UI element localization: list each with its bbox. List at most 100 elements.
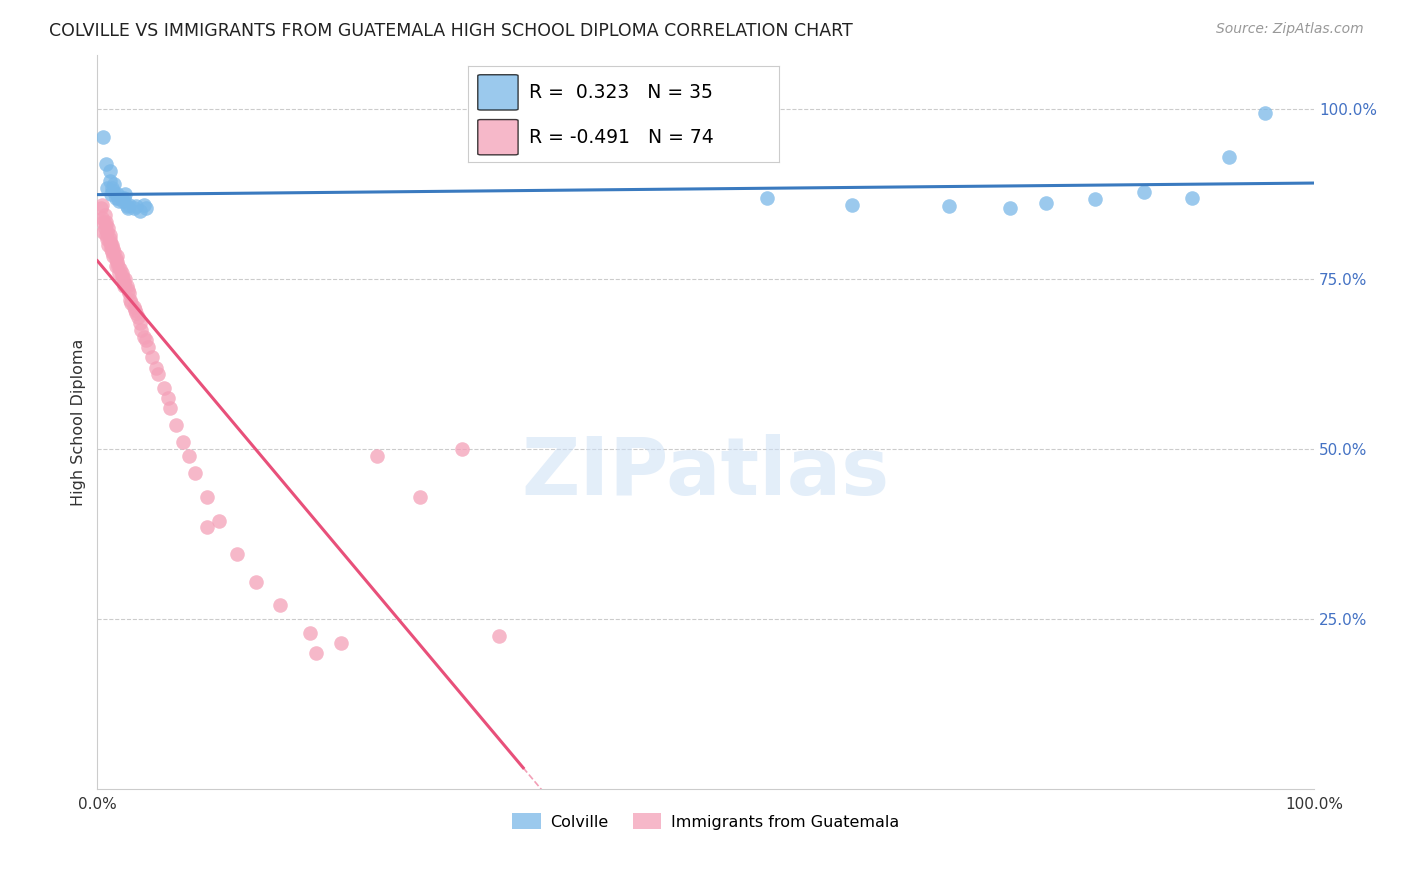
Point xyxy=(998,201,1021,215)
Point xyxy=(138,340,160,354)
Point xyxy=(156,391,179,405)
Point xyxy=(125,199,148,213)
Point xyxy=(115,199,138,213)
Point xyxy=(97,238,120,252)
Point xyxy=(269,599,291,613)
Point xyxy=(93,225,115,239)
Point xyxy=(90,201,112,215)
Point xyxy=(94,218,117,232)
Point xyxy=(129,204,152,219)
Y-axis label: High School Diploma: High School Diploma xyxy=(72,338,86,506)
Point xyxy=(135,334,157,348)
Point xyxy=(195,520,218,534)
Point xyxy=(100,187,122,202)
Point xyxy=(94,214,117,228)
Point xyxy=(124,302,146,317)
Point xyxy=(103,178,125,192)
Point xyxy=(841,197,863,211)
Point xyxy=(135,201,157,215)
Point xyxy=(111,268,134,283)
Point xyxy=(98,163,121,178)
Point xyxy=(195,490,218,504)
Point xyxy=(100,242,122,256)
Point xyxy=(107,191,129,205)
Point xyxy=(93,129,115,144)
Point xyxy=(938,199,960,213)
Point xyxy=(112,279,135,293)
Point xyxy=(1181,191,1204,205)
Point xyxy=(129,323,152,337)
Point xyxy=(91,197,114,211)
Point xyxy=(111,194,134,209)
Point xyxy=(94,157,117,171)
Point xyxy=(104,191,127,205)
Point xyxy=(101,248,124,262)
Point xyxy=(226,548,249,562)
Text: Source: ZipAtlas.com: Source: ZipAtlas.com xyxy=(1216,22,1364,37)
Point xyxy=(101,184,124,198)
Point xyxy=(165,418,187,433)
Point xyxy=(111,266,134,280)
Point xyxy=(101,238,124,252)
Point xyxy=(101,245,124,260)
Point xyxy=(105,248,128,262)
Point xyxy=(112,276,135,290)
Point xyxy=(118,197,141,211)
Point xyxy=(451,442,474,457)
Point xyxy=(93,214,115,228)
Point xyxy=(101,242,124,256)
Point xyxy=(299,625,322,640)
Point xyxy=(96,180,118,194)
Point xyxy=(1254,106,1277,120)
Point xyxy=(101,180,124,194)
Point xyxy=(105,187,128,202)
Point xyxy=(305,646,328,660)
Point xyxy=(122,300,145,314)
Point xyxy=(114,187,136,202)
Point xyxy=(208,514,231,528)
Point xyxy=(111,272,134,286)
Point xyxy=(409,490,432,504)
Point xyxy=(105,255,128,269)
Point xyxy=(1084,192,1107,206)
Point xyxy=(120,296,142,310)
Point xyxy=(177,449,200,463)
Point xyxy=(125,306,148,320)
Point xyxy=(118,285,141,300)
Point xyxy=(100,238,122,252)
Point xyxy=(104,252,127,266)
Point xyxy=(117,201,139,215)
Point xyxy=(120,293,142,307)
Point xyxy=(114,272,136,286)
Point xyxy=(488,629,510,643)
Point xyxy=(183,466,205,480)
Point xyxy=(98,235,121,249)
Point xyxy=(755,191,778,205)
Point xyxy=(115,279,138,293)
Point xyxy=(127,310,149,324)
Point xyxy=(94,228,117,243)
Point xyxy=(112,191,135,205)
Point xyxy=(141,351,163,365)
Point xyxy=(91,211,114,226)
Point xyxy=(153,381,176,395)
Point xyxy=(93,221,115,235)
Point xyxy=(132,330,155,344)
Point xyxy=(245,574,267,589)
Point xyxy=(129,317,152,331)
Point xyxy=(329,636,352,650)
Point xyxy=(132,197,155,211)
Point xyxy=(108,266,131,280)
Point xyxy=(117,283,139,297)
Point xyxy=(1035,196,1057,211)
Point xyxy=(172,435,194,450)
Point xyxy=(122,201,145,215)
Point xyxy=(96,231,118,245)
Point xyxy=(145,360,167,375)
Text: ZIPatlas: ZIPatlas xyxy=(522,434,890,512)
Point xyxy=(108,194,131,209)
Point xyxy=(148,368,170,382)
Text: COLVILLE VS IMMIGRANTS FROM GUATEMALA HIGH SCHOOL DIPLOMA CORRELATION CHART: COLVILLE VS IMMIGRANTS FROM GUATEMALA HI… xyxy=(49,22,853,40)
Point xyxy=(366,449,388,463)
Legend: Colville, Immigrants from Guatemala: Colville, Immigrants from Guatemala xyxy=(506,806,905,836)
